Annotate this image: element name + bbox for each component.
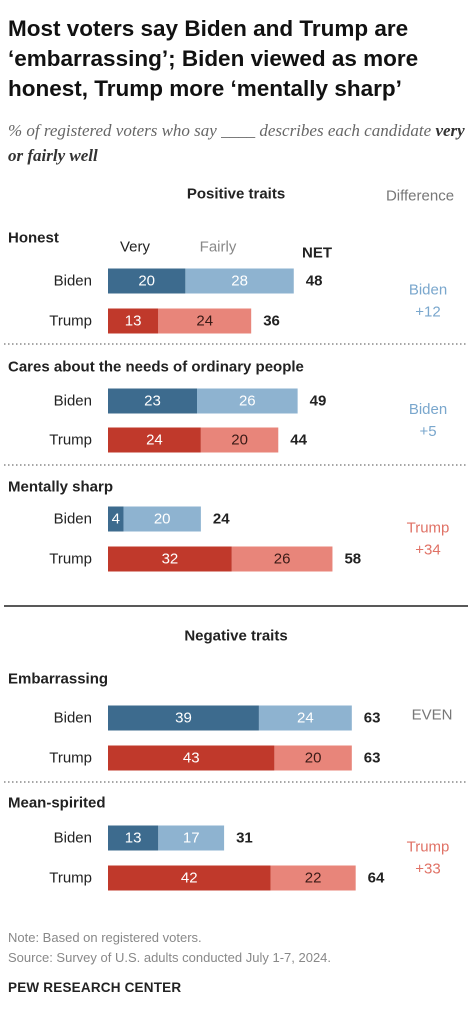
bar-label-fairly: 24 (297, 710, 314, 727)
bar-very (108, 825, 159, 851)
net-value: 24 (213, 511, 230, 528)
bar-very (108, 506, 124, 532)
difference-party: Trump (407, 839, 450, 856)
trait-label: Mentally sharp (8, 479, 113, 496)
bar-label-fairly: 22 (305, 870, 322, 887)
bar-label-fairly: 26 (239, 393, 256, 410)
trait-label: Mean-spirited (8, 795, 106, 812)
bar-label-very: 32 (162, 551, 179, 568)
net-value: 31 (236, 830, 253, 847)
bar-very (108, 705, 259, 731)
legend-fairly: Fairly (200, 239, 237, 256)
bar-label-very: 42 (181, 870, 198, 887)
bar-label-fairly: 24 (196, 313, 213, 330)
bar-label-very: 23 (144, 393, 161, 410)
section-header: Positive traits (187, 186, 285, 203)
bar-fairly (274, 745, 352, 771)
difference-value: +34 (415, 542, 440, 559)
note-text: Note: Based on registered voters. (8, 930, 202, 945)
bar-fairly (123, 506, 201, 532)
bar-label-fairly: 20 (154, 511, 171, 528)
net-value: 64 (368, 870, 385, 887)
bar-very (108, 865, 271, 891)
candidate-label: Biden (54, 511, 92, 528)
difference-party: Biden (409, 282, 447, 299)
bar-label-fairly: 28 (231, 273, 248, 290)
net-value: 63 (364, 750, 381, 767)
bar-label-very: 24 (146, 432, 163, 449)
difference-value: +5 (419, 423, 436, 440)
candidate-label: Biden (54, 273, 92, 290)
bar-label-very: 4 (112, 511, 120, 528)
trait-label: Cares about the needs of ordinary people (8, 359, 304, 376)
bar-label-fairly: 17 (183, 830, 200, 847)
bar-very (108, 308, 159, 334)
bar-very (108, 268, 186, 294)
subtitle-middle: describes each candidate (255, 121, 436, 140)
difference-header: Difference (386, 188, 454, 205)
candidate-label: Biden (54, 830, 92, 847)
bar-very (108, 427, 201, 453)
difference-party: Biden (409, 401, 447, 418)
difference-value: +33 (415, 861, 440, 878)
net-value: 48 (306, 273, 323, 290)
bar-fairly (158, 825, 225, 851)
bar-label-fairly: 20 (231, 432, 248, 449)
difference-party: Trump (407, 520, 450, 537)
chart-title: Most voters say Biden and Trump are ‘emb… (8, 16, 419, 101)
legend-very: Very (120, 239, 151, 256)
bar-label-fairly: 26 (274, 551, 291, 568)
subtitle-blank: ____ (221, 121, 256, 140)
pew-logo: PEW RESEARCH CENTER (8, 980, 182, 995)
candidate-label: Biden (54, 710, 92, 727)
bar-very (108, 388, 198, 414)
candidate-label: Trump (49, 313, 92, 330)
candidate-label: Biden (54, 393, 92, 410)
net-value: 58 (344, 551, 361, 568)
bar-label-very: 20 (138, 273, 155, 290)
net-value: 44 (290, 432, 307, 449)
bar-label-fairly: 20 (305, 750, 322, 767)
candidate-label: Trump (49, 750, 92, 767)
bar-fairly (158, 308, 252, 334)
bar-label-very: 39 (175, 710, 192, 727)
net-value: 36 (263, 313, 280, 330)
bar-fairly (197, 388, 298, 414)
difference-value: +12 (415, 304, 440, 321)
legend-net: NET (302, 245, 332, 262)
bar-very (108, 745, 275, 771)
subtitle-emphasis: very or fairly well (8, 121, 465, 165)
bar-very (108, 546, 232, 572)
bar-fairly (270, 865, 356, 891)
candidate-label: Trump (49, 551, 92, 568)
bar-fairly (258, 705, 352, 731)
chart-subtitle: % of registered voters who say ____ desc… (8, 118, 466, 168)
net-value: 49 (310, 393, 327, 410)
bar-fairly (231, 546, 333, 572)
candidate-label: Trump (49, 432, 92, 449)
trait-label: Honest (8, 230, 59, 247)
net-value: 63 (364, 710, 381, 727)
bar-label-very: 13 (125, 313, 142, 330)
bar-fairly (185, 268, 294, 294)
bar-fairly (200, 427, 279, 453)
section-header: Negative traits (184, 628, 287, 645)
subtitle-prefix: % of registered voters who say (8, 121, 222, 140)
trait-label: Embarrassing (8, 671, 108, 688)
difference-value: EVEN (412, 707, 453, 724)
bar-label-very: 13 (125, 830, 142, 847)
source-text: Source: Survey of U.S. adults conducted … (8, 950, 332, 965)
candidate-label: Trump (49, 870, 92, 887)
bar-label-very: 43 (183, 750, 200, 767)
